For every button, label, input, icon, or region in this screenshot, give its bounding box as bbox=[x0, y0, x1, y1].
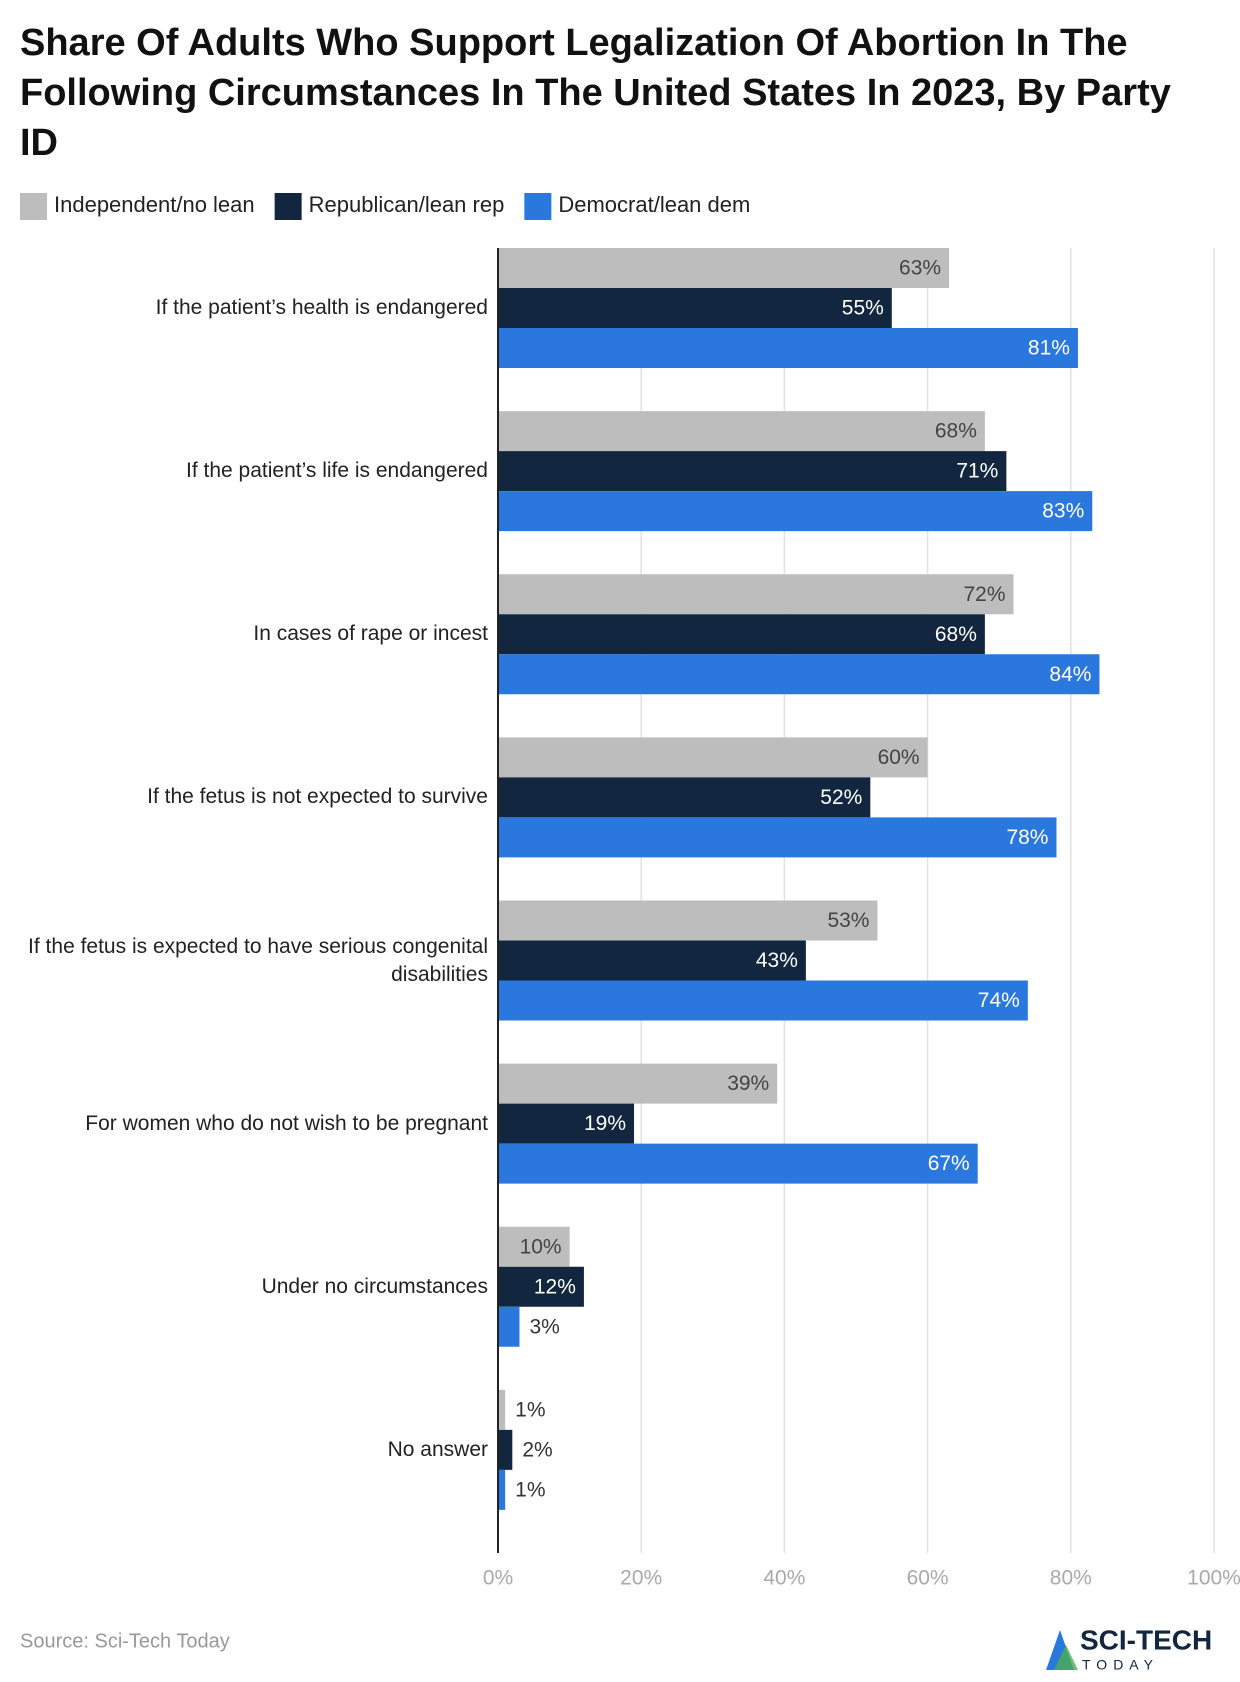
data-label: 84% bbox=[1049, 663, 1091, 686]
bar bbox=[498, 574, 1014, 615]
logo: SCI-TECH TODAY bbox=[1046, 1624, 1212, 1673]
data-label: 78% bbox=[1006, 826, 1048, 849]
legend-swatch bbox=[20, 193, 47, 220]
bar bbox=[498, 1143, 978, 1184]
bar bbox=[498, 1469, 506, 1510]
bar bbox=[498, 980, 1028, 1021]
chart-title: Share Of Adults Who Support Legalization… bbox=[20, 22, 1171, 164]
bar bbox=[498, 817, 1057, 858]
bar bbox=[498, 940, 806, 981]
legend-label: Democrat/lean dem bbox=[558, 192, 750, 217]
bar bbox=[498, 1226, 570, 1267]
bar bbox=[498, 1389, 506, 1430]
bar bbox=[498, 1063, 778, 1104]
bar bbox=[498, 900, 878, 941]
logo-name: SCI-TECH bbox=[1080, 1624, 1212, 1655]
data-label: 39% bbox=[727, 1072, 769, 1095]
bar bbox=[498, 491, 1093, 532]
bar bbox=[498, 1266, 584, 1307]
data-label: 67% bbox=[928, 1152, 970, 1175]
data-label: 60% bbox=[878, 746, 920, 769]
data-label: 63% bbox=[899, 257, 941, 280]
data-label: 10% bbox=[520, 1235, 562, 1258]
data-label: 1% bbox=[515, 1478, 545, 1501]
data-label: 52% bbox=[820, 786, 862, 809]
y-tick-label: If the patient’s health is endangered bbox=[155, 296, 488, 319]
x-tick-label: 20% bbox=[620, 1567, 662, 1590]
legend-label: Republican/lean rep bbox=[309, 192, 505, 217]
bar bbox=[498, 248, 950, 288]
bar bbox=[498, 1103, 635, 1144]
bar bbox=[498, 737, 928, 778]
bar bbox=[498, 288, 892, 328]
data-label: 74% bbox=[978, 989, 1020, 1012]
bar bbox=[498, 328, 1078, 368]
bar bbox=[498, 411, 985, 452]
data-label: 83% bbox=[1042, 500, 1084, 523]
bar bbox=[498, 614, 985, 655]
data-label: 68% bbox=[935, 623, 977, 646]
data-label: 1% bbox=[515, 1398, 545, 1421]
data-label: 2% bbox=[522, 1438, 552, 1461]
y-tick-label: If the patient’s life is endangered bbox=[186, 459, 488, 483]
bar bbox=[498, 451, 1007, 492]
x-tick-label: 0% bbox=[483, 1567, 513, 1590]
data-label: 3% bbox=[529, 1315, 559, 1338]
data-label: 53% bbox=[827, 909, 869, 932]
bar bbox=[498, 777, 871, 818]
data-label: 71% bbox=[956, 460, 998, 483]
legend-swatch bbox=[274, 193, 302, 220]
y-tick-label: If the fetus is expected to have serious… bbox=[28, 934, 488, 986]
data-label: 81% bbox=[1028, 337, 1070, 360]
data-label: 19% bbox=[584, 1112, 626, 1135]
logo-tagline: TODAY bbox=[1082, 1657, 1159, 1673]
x-tick-label: 80% bbox=[1050, 1567, 1092, 1590]
y-tick-label: In cases of rape or incest bbox=[253, 622, 488, 646]
y-tick-label: If the fetus is not expected to survive bbox=[147, 785, 488, 809]
legend-label: Independent/no lean bbox=[54, 192, 255, 217]
data-label: 12% bbox=[534, 1275, 576, 1298]
data-label: 72% bbox=[963, 583, 1005, 606]
y-tick-label: Under no circumstances bbox=[261, 1274, 488, 1298]
x-tick-label: 100% bbox=[1187, 1567, 1240, 1590]
bar bbox=[498, 654, 1100, 695]
y-tick-label: For women who do not wish to be pregnant bbox=[85, 1111, 488, 1135]
data-label: 43% bbox=[756, 949, 798, 972]
legend-swatch bbox=[524, 193, 552, 220]
x-tick-label: 40% bbox=[763, 1567, 805, 1590]
data-label: 55% bbox=[842, 297, 884, 320]
y-tick-label: No answer bbox=[387, 1437, 488, 1461]
source: Source: Sci-Tech Today bbox=[20, 1630, 230, 1652]
logo-icon bbox=[1054, 1645, 1078, 1670]
data-label: 68% bbox=[935, 420, 977, 443]
x-tick-label: 60% bbox=[907, 1567, 949, 1590]
bar bbox=[498, 1306, 520, 1347]
bar bbox=[498, 1429, 513, 1470]
